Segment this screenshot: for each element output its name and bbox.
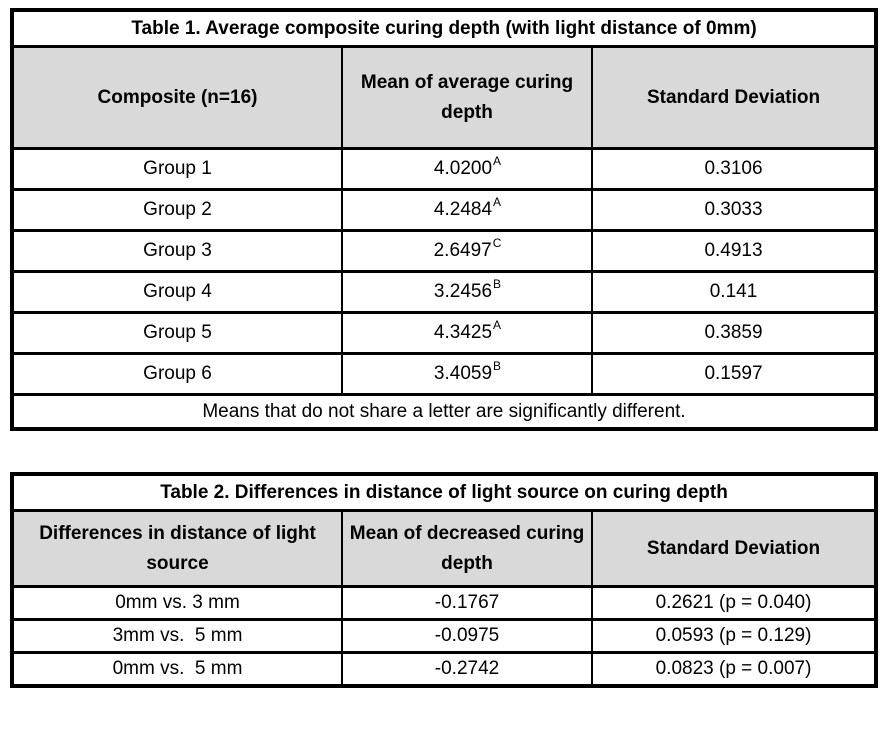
significance-letter: A bbox=[493, 153, 502, 168]
mean-number: 4.2484 bbox=[433, 199, 493, 220]
mean-value: 4.0200A bbox=[341, 147, 593, 191]
sd-value: 0.141 bbox=[590, 270, 878, 314]
comparison-label: 3mm vs. 5 mm bbox=[11, 618, 343, 654]
table-row-group-5: Group 5 4.3425A 0.3859 bbox=[11, 311, 878, 355]
sd-value: 0.0823 (p = 0.007) bbox=[590, 651, 878, 688]
table-row-group-4: Group 4 3.2456B 0.141 bbox=[11, 270, 878, 314]
table1-average-curing-depth: Table 1. Average composite curing depth … bbox=[10, 8, 879, 431]
group-label: Group 3 bbox=[11, 229, 343, 273]
group-label: Group 5 bbox=[11, 311, 343, 355]
table1-footnote-row: Means that do not share a letter are sig… bbox=[10, 393, 878, 431]
table-row-group-3: Group 3 2.6497C 0.4913 bbox=[11, 229, 878, 273]
table1-title: Table 1. Average composite curing depth … bbox=[10, 8, 878, 48]
mean-value: 4.3425A bbox=[341, 311, 593, 355]
sd-value: 0.1597 bbox=[590, 352, 878, 396]
table1-col-sd: Standard Deviation bbox=[590, 45, 878, 150]
significance-letter: C bbox=[492, 235, 502, 250]
group-label: Group 2 bbox=[11, 188, 343, 232]
mean-value: -0.2742 bbox=[341, 651, 593, 688]
significance-letter: B bbox=[493, 276, 502, 291]
mean-value: -0.0975 bbox=[341, 618, 593, 654]
significance-letter: A bbox=[493, 317, 502, 332]
mean-value: 2.6497C bbox=[341, 229, 593, 273]
table2-header-row: Differences in distance of light source … bbox=[11, 509, 878, 588]
table1-col-composite: Composite (n=16) bbox=[11, 45, 343, 150]
table-gap bbox=[10, 431, 874, 472]
comparison-label: 0mm vs. 5 mm bbox=[11, 651, 343, 688]
mean-number: 3.2456 bbox=[433, 281, 493, 302]
sd-value: 0.3106 bbox=[590, 147, 878, 191]
significance-letter: B bbox=[493, 358, 502, 373]
table1-header-row: Composite (n=16) Mean of average curing … bbox=[11, 45, 878, 150]
mean-number: 2.6497 bbox=[433, 240, 492, 261]
table-row-3mm-vs-5mm: 3mm vs. 5 mm -0.0975 0.0593 (p = 0.129) bbox=[11, 618, 878, 654]
sd-value: 0.3033 bbox=[590, 188, 878, 232]
sd-value: 0.2621 (p = 0.040) bbox=[590, 585, 878, 621]
group-label: Group 4 bbox=[11, 270, 343, 314]
mean-value: 4.2484A bbox=[341, 188, 593, 232]
mean-number: 4.3425 bbox=[433, 322, 493, 343]
table2-col-differences: Differences in distance of light source bbox=[11, 509, 343, 588]
mean-number: 3.4059 bbox=[433, 363, 493, 384]
table-row-group-2: Group 2 4.2484A 0.3033 bbox=[11, 188, 878, 232]
table2-col-sd: Standard Deviation bbox=[590, 509, 878, 588]
table1-col-mean: Mean of average curing depth bbox=[341, 45, 593, 150]
comparison-label: 0mm vs. 3 mm bbox=[11, 585, 343, 621]
mean-value: 3.2456B bbox=[341, 270, 593, 314]
table-row-group-1: Group 1 4.0200A 0.3106 bbox=[11, 147, 878, 191]
table-row-0mm-vs-5mm: 0mm vs. 5 mm -0.2742 0.0823 (p = 0.007) bbox=[11, 651, 878, 688]
table-row-group-6: Group 6 3.4059B 0.1597 bbox=[11, 352, 878, 396]
sd-value: 0.4913 bbox=[590, 229, 878, 273]
sd-value: 0.3859 bbox=[590, 311, 878, 355]
significance-letter: A bbox=[493, 194, 502, 209]
table2-title-row: Table 2. Differences in distance of ligh… bbox=[10, 472, 878, 512]
sd-value: 0.0593 (p = 0.129) bbox=[590, 618, 878, 654]
mean-value: -0.1767 bbox=[341, 585, 593, 621]
group-label: Group 6 bbox=[11, 352, 343, 396]
table1-footnote: Means that do not share a letter are sig… bbox=[10, 393, 878, 431]
table2-light-distance-differences: Table 2. Differences in distance of ligh… bbox=[10, 472, 879, 688]
table-row-0mm-vs-3mm: 0mm vs. 3 mm -0.1767 0.2621 (p = 0.040) bbox=[11, 585, 878, 621]
mean-value: 3.4059B bbox=[341, 352, 593, 396]
mean-number: 4.0200 bbox=[433, 158, 493, 179]
table2-col-mean: Mean of decreased curing depth bbox=[341, 509, 593, 588]
table2-title: Table 2. Differences in distance of ligh… bbox=[10, 472, 878, 512]
group-label: Group 1 bbox=[11, 147, 343, 191]
table1-title-row: Table 1. Average composite curing depth … bbox=[10, 8, 878, 48]
